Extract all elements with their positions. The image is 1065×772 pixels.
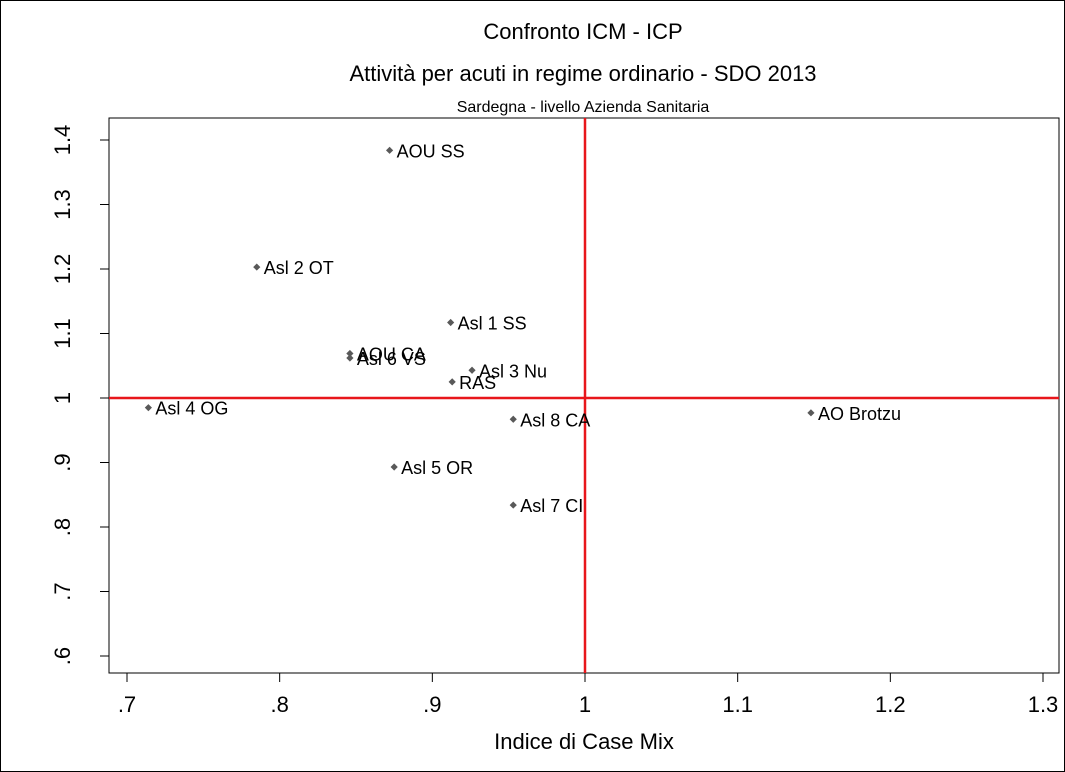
x-tick-label: .8 bbox=[270, 692, 288, 717]
point-label: AOU CA bbox=[357, 344, 426, 364]
point-label: AO Brotzu bbox=[818, 404, 901, 424]
point-label: Asl 3 Nu bbox=[479, 361, 547, 381]
x-tick-label: 1.2 bbox=[875, 692, 906, 717]
y-tick-label: 1.2 bbox=[50, 254, 75, 285]
data-point bbox=[468, 366, 476, 374]
chart-subtitle-2: Sardegna - livello Azienda Sanitaria bbox=[457, 99, 710, 116]
data-point bbox=[253, 263, 261, 271]
point-label: RAS bbox=[459, 373, 496, 393]
point-label: Asl 1 SS bbox=[458, 314, 527, 334]
data-point bbox=[346, 354, 354, 362]
data-point bbox=[144, 404, 152, 412]
data-point bbox=[447, 318, 455, 327]
y-tick-label: .9 bbox=[50, 453, 75, 471]
data-point bbox=[346, 349, 354, 358]
y-tick-label: 1.4 bbox=[50, 125, 75, 156]
x-tick-label: .7 bbox=[118, 692, 136, 717]
point-label: AOU SS bbox=[397, 141, 465, 161]
data-point bbox=[390, 463, 398, 471]
point-label: Asl 4 OG bbox=[155, 399, 228, 419]
y-axis-ticks: .6 .7 .8 .9 1 1.1 1.2 1.3 1.4 bbox=[50, 125, 109, 665]
point-label: Asl 6 VS bbox=[357, 349, 426, 369]
y-tick-label: .6 bbox=[50, 647, 75, 665]
y-tick-label: 1.3 bbox=[50, 189, 75, 220]
y-tick-label: 1 bbox=[50, 392, 75, 404]
x-axis-title: Indice di Case Mix bbox=[494, 729, 674, 754]
data-point bbox=[509, 415, 517, 423]
data-point bbox=[448, 378, 456, 386]
data-point bbox=[385, 146, 394, 154]
x-tick-label: 1.3 bbox=[1028, 692, 1059, 717]
y-tick-label: 1.1 bbox=[50, 318, 75, 349]
chart-title: Confronto ICM - ICP bbox=[483, 19, 682, 44]
x-axis-ticks: .7 .8 .9 1 1.1 1.2 1.3 bbox=[118, 673, 1058, 717]
reference-lines bbox=[109, 118, 1059, 673]
data-point bbox=[807, 409, 815, 417]
point-label: Asl 8 CA bbox=[520, 410, 590, 430]
x-tick-label: 1.1 bbox=[722, 692, 753, 717]
data-point bbox=[509, 501, 517, 509]
chart-subtitle: Attività per acuti in regime ordinario -… bbox=[349, 61, 816, 86]
point-label: Asl 7 CI bbox=[520, 496, 583, 516]
x-tick-label: 1 bbox=[579, 692, 591, 717]
y-tick-label: .7 bbox=[50, 582, 75, 600]
y-tick-label: .8 bbox=[50, 518, 75, 536]
point-label: Asl 2 OT bbox=[264, 258, 334, 278]
x-tick-label: .9 bbox=[423, 692, 441, 717]
point-label: Asl 5 OR bbox=[401, 458, 473, 478]
